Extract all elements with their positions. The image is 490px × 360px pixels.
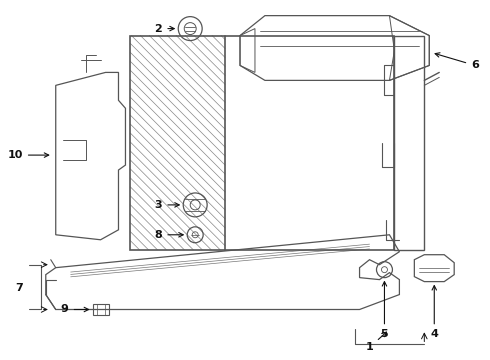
Text: 3: 3 xyxy=(155,200,179,210)
Text: 9: 9 xyxy=(61,305,89,315)
Text: 2: 2 xyxy=(154,24,174,33)
Text: 8: 8 xyxy=(154,230,183,240)
Text: 5: 5 xyxy=(381,282,388,339)
Bar xyxy=(93,303,108,315)
Text: 1: 1 xyxy=(366,332,387,352)
Text: 6: 6 xyxy=(435,53,479,71)
Bar xyxy=(130,36,394,250)
Text: 10: 10 xyxy=(7,150,49,160)
Text: 4: 4 xyxy=(430,285,438,339)
Text: 7: 7 xyxy=(15,283,23,293)
Bar xyxy=(394,36,424,250)
